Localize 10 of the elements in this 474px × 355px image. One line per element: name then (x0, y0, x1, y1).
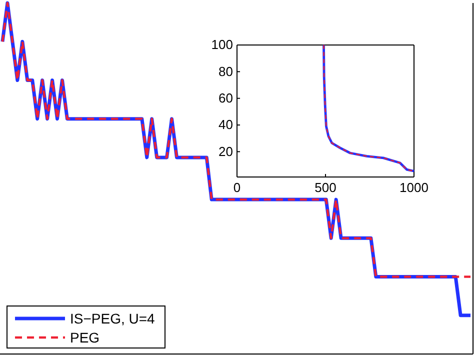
y-tick-label: 20 (218, 144, 233, 159)
legend-label: PEG (70, 330, 100, 346)
y-tick-label: 60 (218, 90, 233, 106)
x-tick-label: 0 (233, 180, 241, 196)
y-tick-label: 100 (211, 37, 233, 52)
x-tick-label: 1000 (400, 180, 428, 196)
y-tick-label: 40 (218, 117, 233, 132)
y-tick-label: 80 (218, 64, 233, 79)
x-tick-label: 500 (314, 180, 336, 196)
legend-label: IS−PEG, U=4 (70, 310, 156, 326)
